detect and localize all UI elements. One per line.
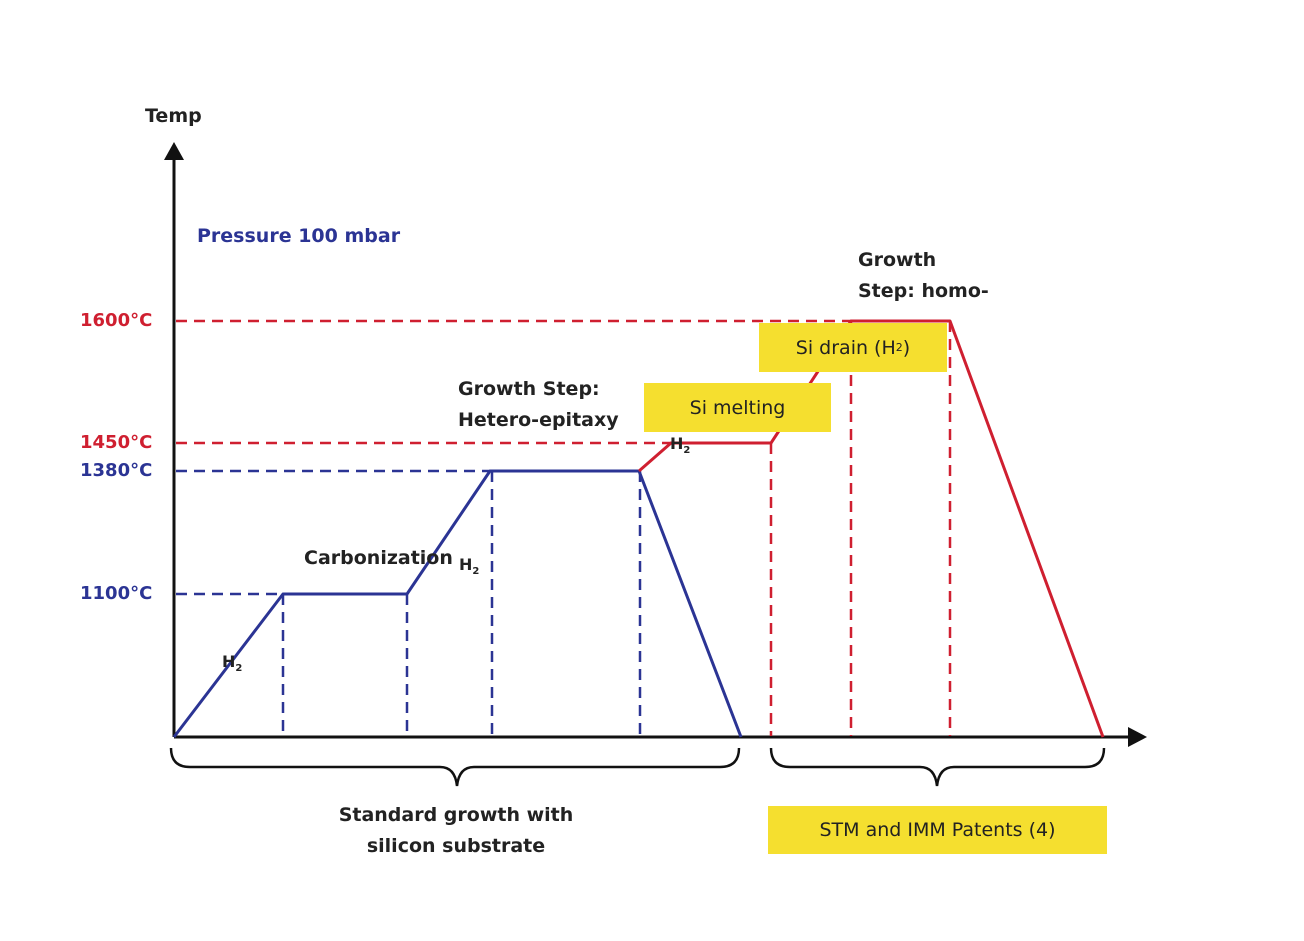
si-drain-box: Si drain (H 2) bbox=[759, 323, 947, 372]
h2-label-ramp2: H2 bbox=[459, 555, 480, 578]
h2-label-ramp1: H2 bbox=[222, 652, 243, 675]
temp-label-1600: 1600°C bbox=[80, 310, 153, 331]
hetero-epitaxy-line-2: Hetero-epitaxy bbox=[458, 409, 619, 431]
pressure-label: Pressure 100 mbar bbox=[197, 225, 401, 247]
si-melting-box: Si melting bbox=[644, 383, 831, 432]
y-axis-label: Temp bbox=[145, 105, 202, 127]
standard-growth-brace bbox=[169, 747, 741, 787]
homo-epitaxy-line-2: Step: homo- bbox=[858, 280, 989, 302]
hetero-epitaxy-label: Growth Step: Hetero-epitaxy bbox=[458, 374, 619, 436]
temp-label-1100: 1100°C bbox=[80, 583, 153, 604]
temp-label-1450: 1450°C bbox=[80, 432, 153, 453]
red-temperature-profile bbox=[638, 319, 1105, 738]
patents-box: STM and IMM Patents (4) bbox=[768, 806, 1107, 854]
blue-temperature-profile bbox=[172, 469, 743, 738]
x-axis-arrowhead bbox=[1128, 727, 1147, 747]
standard-growth-caption: Standard growth with silicon substrate bbox=[306, 800, 606, 862]
y-axis-arrowhead bbox=[164, 142, 184, 160]
homo-epitaxy-label: Growth Step: homo- bbox=[858, 245, 989, 307]
temp-label-1380: 1380°C bbox=[80, 460, 153, 481]
standard-growth-line-1: Standard growth with bbox=[338, 804, 574, 826]
carbonization-label: Carbonization bbox=[304, 547, 453, 569]
h2-label-ramp3: H2 bbox=[670, 434, 691, 457]
standard-growth-line-2: silicon substrate bbox=[366, 835, 546, 857]
hetero-epitaxy-line-1: Growth Step: bbox=[458, 378, 600, 400]
homo-epitaxy-line-1: Growth bbox=[858, 249, 937, 271]
patents-brace bbox=[769, 747, 1106, 787]
